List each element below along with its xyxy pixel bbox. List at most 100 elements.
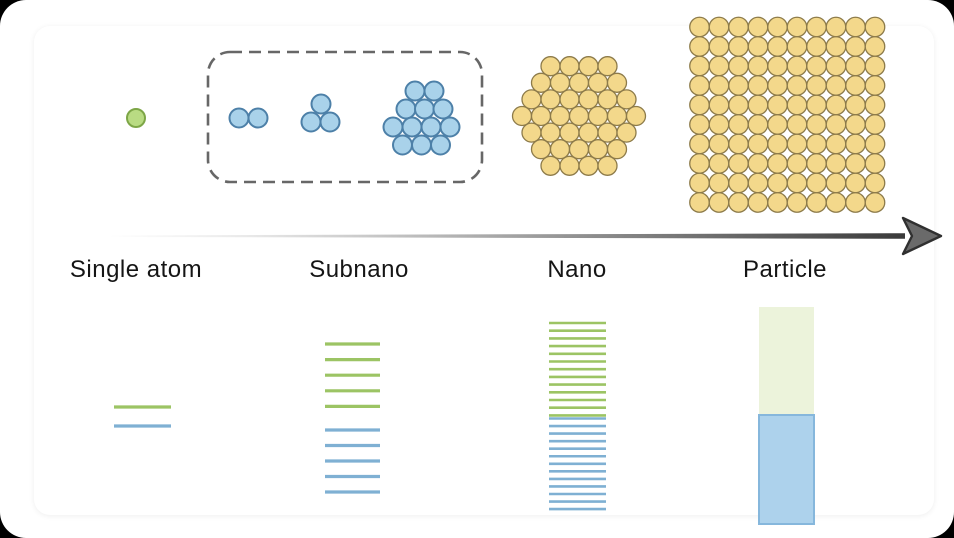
blue-energy-band xyxy=(758,414,815,525)
atom-circle xyxy=(864,133,886,155)
atom-circle xyxy=(825,75,847,96)
atom-circle xyxy=(825,36,847,57)
atom-circle xyxy=(825,153,847,174)
atom-circle xyxy=(806,16,827,38)
subnano-dimer xyxy=(228,107,269,129)
atom-circle xyxy=(786,133,808,155)
atom-circle xyxy=(559,122,580,143)
atom-circle xyxy=(616,89,637,110)
atom-circle xyxy=(689,94,710,116)
size-axis-arrow xyxy=(108,216,943,256)
atom-circle xyxy=(747,16,769,38)
atom-circle xyxy=(708,114,730,135)
atom-circle xyxy=(864,55,886,77)
atom-circle xyxy=(864,36,886,57)
atom-circle xyxy=(845,75,866,96)
atom-circle xyxy=(689,55,710,77)
atom-circle xyxy=(559,56,580,77)
atom-circle xyxy=(806,94,827,116)
atom-circle xyxy=(806,133,827,155)
atom-circle xyxy=(423,80,445,102)
atom-circle xyxy=(228,107,250,129)
atom-circle xyxy=(767,16,788,38)
atom-circle xyxy=(767,133,788,155)
atom-circle xyxy=(587,105,609,127)
atom-circle xyxy=(404,80,426,102)
atom-circle xyxy=(845,153,866,174)
atom-circle xyxy=(845,94,866,116)
atom-circle xyxy=(767,192,788,213)
atom-circle xyxy=(689,36,710,57)
atom-circle xyxy=(728,172,749,194)
atom-circle xyxy=(625,105,647,127)
atom-circle xyxy=(806,36,827,57)
atom-circle xyxy=(806,172,827,194)
atom-circle xyxy=(845,133,866,155)
atom-circle xyxy=(597,56,618,77)
atom-circle xyxy=(786,114,808,135)
atom-circle xyxy=(845,172,866,194)
atom-circle xyxy=(767,172,788,194)
atom-circle xyxy=(747,153,769,174)
atom-circle xyxy=(806,153,827,174)
atom-circle xyxy=(747,192,769,213)
atom-circle xyxy=(597,155,618,176)
atom-circle xyxy=(439,116,461,138)
stage-label-nano: Nano xyxy=(547,256,607,283)
atom-circle xyxy=(587,139,609,160)
stage-label-particle: Particle xyxy=(742,256,828,283)
atom-circle xyxy=(540,89,561,110)
stage-label-subnano: Subnano xyxy=(309,256,409,283)
atom-circle xyxy=(300,111,322,133)
atom-circle xyxy=(747,114,769,135)
atom-circle xyxy=(825,94,847,116)
atom-circle xyxy=(597,89,618,110)
atom-circle xyxy=(845,16,866,38)
stage-label-single-atom: Single atom xyxy=(69,256,203,283)
atom-circle xyxy=(616,122,637,143)
atom-circle xyxy=(786,36,808,57)
atom-circle xyxy=(382,116,404,138)
atom-circle xyxy=(864,153,886,174)
atom-circle xyxy=(845,36,866,57)
atom-circle xyxy=(689,114,710,135)
atom-circle xyxy=(708,153,730,174)
subnano-trimer xyxy=(300,93,341,133)
single-atom-figure xyxy=(126,108,146,128)
atom-circle xyxy=(825,55,847,77)
atom-circle xyxy=(708,192,730,213)
particle-atom-grid xyxy=(689,16,886,213)
atom-circle xyxy=(708,55,730,77)
atom-circle xyxy=(728,16,749,38)
atom-circle xyxy=(864,192,886,213)
atom-circle xyxy=(825,172,847,194)
atom-circle xyxy=(689,192,710,213)
atom-circle xyxy=(597,122,618,143)
energy-bands-particle xyxy=(758,307,815,525)
atom-circle xyxy=(845,114,866,135)
atom-circle xyxy=(806,114,827,135)
atom-circle xyxy=(864,94,886,116)
atom-circle xyxy=(530,139,552,160)
atom-circle xyxy=(825,16,847,38)
arrow-shaft xyxy=(108,233,905,239)
atom-circle xyxy=(747,172,769,194)
atom-circle xyxy=(825,192,847,213)
atom-circle xyxy=(747,55,769,77)
atom-circle xyxy=(708,172,730,194)
atom-circle xyxy=(728,153,749,174)
atom-circle xyxy=(578,56,599,77)
atom-circle xyxy=(786,94,808,116)
atom-circle xyxy=(864,75,886,96)
green-energy-band xyxy=(759,307,814,415)
atom-circle xyxy=(864,16,886,38)
atom-circle xyxy=(845,192,866,213)
atom-circle xyxy=(568,72,590,93)
atom-circle xyxy=(430,134,451,156)
atom-circle xyxy=(747,75,769,96)
atom-circle xyxy=(767,153,788,174)
atom-circle xyxy=(587,72,609,93)
atom-circle xyxy=(825,133,847,155)
